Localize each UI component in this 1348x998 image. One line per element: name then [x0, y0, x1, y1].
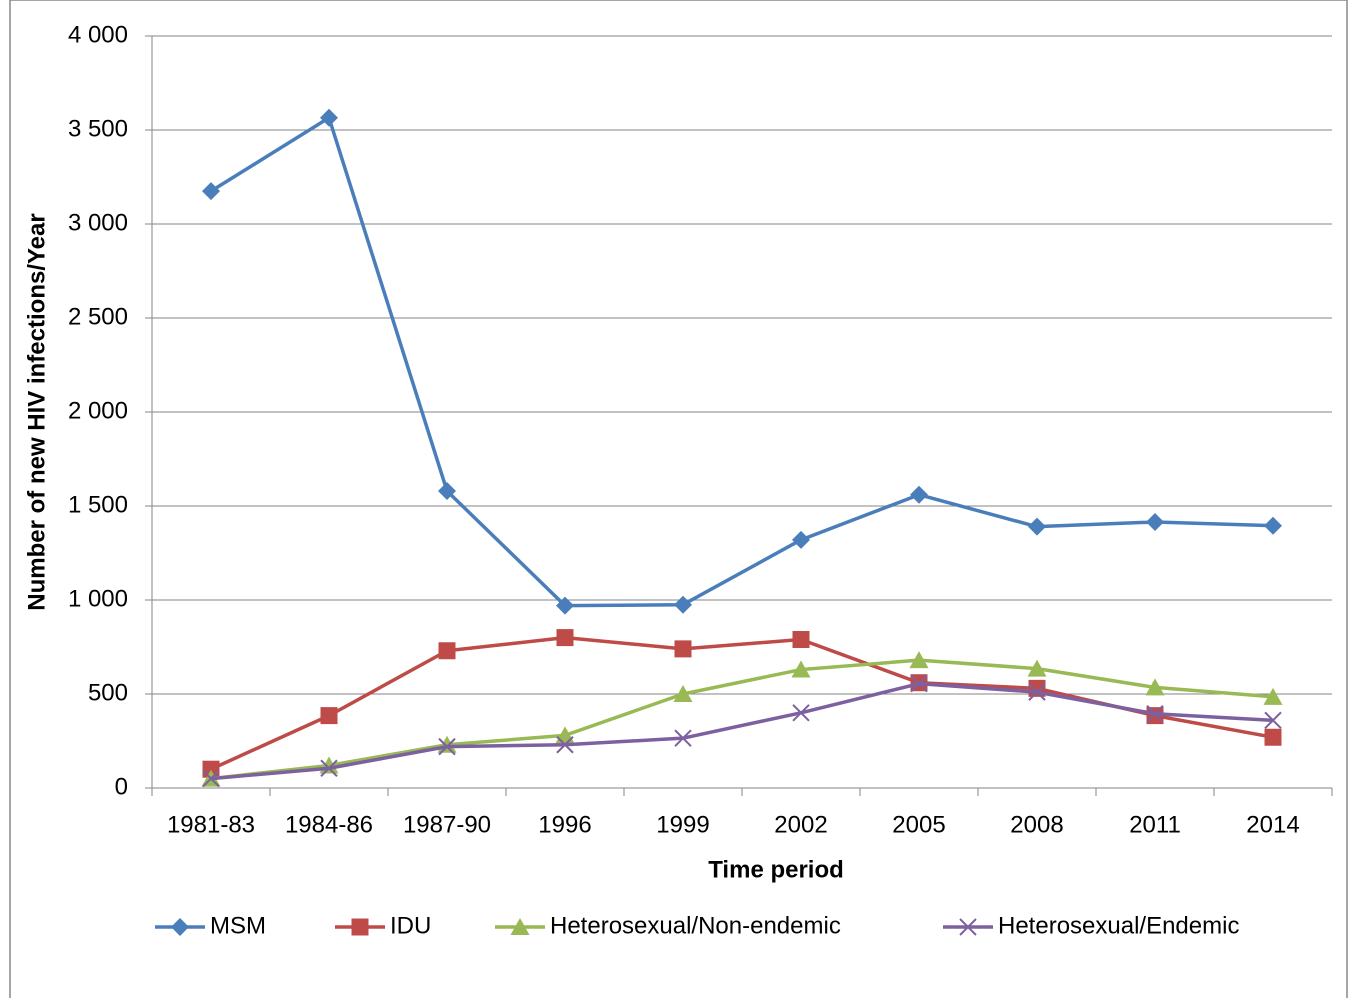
x-tick-label: 2008	[1010, 811, 1063, 838]
data-point	[1264, 728, 1282, 746]
y-tick-label: 1 000	[68, 585, 128, 612]
legend-marker	[510, 918, 530, 935]
data-point	[1263, 687, 1283, 705]
data-point	[202, 769, 220, 788]
x-tick-label: 1981-83	[167, 811, 255, 838]
data-point	[320, 108, 338, 127]
series-line	[210, 116, 1274, 608]
data-point	[1028, 683, 1046, 701]
data-point	[1264, 711, 1282, 730]
legend-label: MSM	[210, 912, 266, 939]
data-point	[202, 182, 220, 201]
data-point	[792, 704, 810, 722]
series-line	[210, 658, 1274, 781]
x-tick-label: 1984-86	[285, 811, 373, 838]
data-point	[792, 530, 810, 549]
data-point	[1146, 512, 1164, 531]
data-point	[438, 642, 456, 660]
data-point	[320, 759, 338, 777]
x-tick-label: 1996	[538, 811, 591, 838]
data-point	[674, 729, 692, 747]
series-line	[210, 681, 1274, 781]
legend-marker	[171, 918, 189, 936]
x-tick-label: 2005	[892, 811, 945, 838]
y-tick-label: 500	[88, 679, 128, 706]
legend-label: Heterosexual/Endemic	[998, 912, 1239, 939]
legend-marker	[959, 918, 977, 936]
legend-marker	[351, 918, 369, 936]
series-line	[210, 635, 1274, 771]
x-tick-label: 2011	[1129, 811, 1181, 838]
data-point	[1028, 517, 1046, 536]
x-tick-label: 1999	[656, 811, 709, 838]
data-point	[1027, 659, 1047, 677]
data-point	[673, 685, 693, 702]
y-tick-label: 4 000	[68, 21, 128, 48]
data-point	[320, 707, 338, 725]
y-tick-label: 3 000	[68, 209, 128, 236]
y-tick-label: 0	[115, 773, 128, 800]
data-point	[791, 660, 811, 678]
y-tick-label: 2 500	[68, 303, 128, 330]
data-point	[438, 481, 456, 500]
y-tick-label: 3 500	[68, 115, 128, 142]
data-point	[1264, 516, 1282, 535]
data-point	[556, 629, 574, 647]
x-tick-label: 2014	[1246, 811, 1299, 838]
x-tick-label: 2002	[774, 811, 827, 838]
data-point	[1145, 678, 1165, 696]
x-tick-label: 1987-90	[403, 811, 491, 838]
data-point	[1146, 705, 1164, 723]
data-point	[674, 640, 692, 658]
data-point	[438, 737, 456, 756]
legend-label: IDU	[390, 912, 431, 939]
chart-border	[9, 0, 1348, 998]
x-axis-title: Time period	[708, 856, 844, 883]
data-point	[910, 674, 928, 693]
y-tick-label: 2 000	[68, 397, 128, 424]
legend-label: Heterosexual/Non-endemic	[550, 912, 841, 939]
data-point	[556, 596, 574, 615]
data-point	[674, 595, 692, 614]
y-tick-label: 1 500	[68, 491, 128, 518]
data-point	[556, 736, 574, 754]
data-point	[792, 630, 810, 648]
data-point	[909, 651, 929, 669]
y-axis-title: Number of new HIV infections/Year	[23, 213, 50, 610]
data-point	[910, 485, 928, 504]
